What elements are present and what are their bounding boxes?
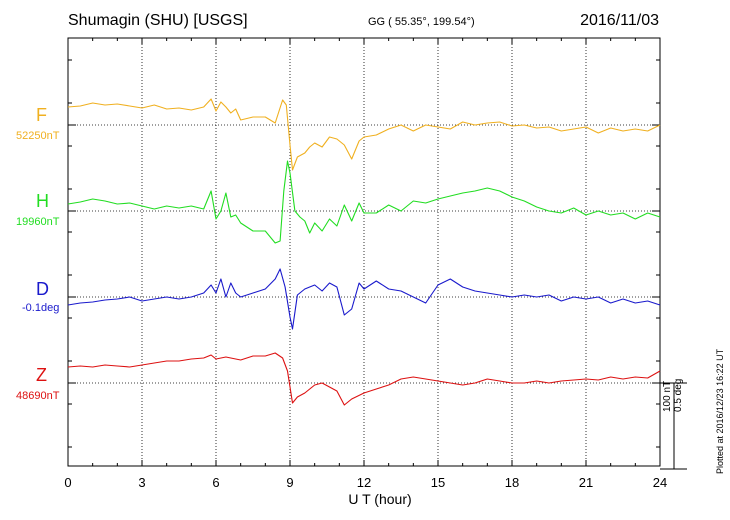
station-coordinates: GG ( 55.35°, 199.54°) bbox=[368, 16, 475, 28]
baseline-label-f: 52250nT bbox=[16, 130, 60, 142]
scale-bar-nt: 100 nT bbox=[662, 380, 673, 412]
baseline-label-h: 19960nT bbox=[16, 216, 60, 228]
x-tick-label: 21 bbox=[579, 475, 593, 490]
x-tick-label: 3 bbox=[138, 475, 145, 490]
component-label-f: F bbox=[36, 105, 47, 125]
chart-date: 2016/11/03 bbox=[580, 12, 659, 29]
x-tick-label: 18 bbox=[505, 475, 519, 490]
x-tick-label: 0 bbox=[64, 475, 71, 490]
plotted-timestamp: Plotted at 2016/12/23 16:22 UT bbox=[715, 348, 725, 474]
x-tick-label: 24 bbox=[653, 475, 667, 490]
x-tick-label: 12 bbox=[357, 475, 371, 490]
series-line-f bbox=[67, 98, 661, 171]
series-line-h bbox=[67, 160, 661, 244]
component-label-h: H bbox=[36, 191, 49, 211]
baseline-label-z: 48690nT bbox=[16, 390, 60, 402]
scale-bar-label: 100 nT 0.5 deg bbox=[662, 379, 684, 412]
chart-title: Shumagin (SHU) [USGS] bbox=[68, 12, 248, 29]
component-label-z: Z bbox=[36, 365, 47, 385]
x-axis-label: U T (hour) bbox=[348, 491, 412, 507]
x-tick-label: 15 bbox=[431, 475, 445, 490]
series-line-d bbox=[67, 268, 661, 330]
baseline-label-d: -0.1deg bbox=[22, 302, 60, 314]
series-line-z bbox=[67, 352, 661, 406]
scale-bar-deg: 0.5 deg bbox=[673, 378, 684, 412]
component-label-d: D bbox=[36, 279, 49, 299]
x-tick-label: 6 bbox=[212, 475, 219, 490]
x-tick-label: 9 bbox=[286, 475, 293, 490]
